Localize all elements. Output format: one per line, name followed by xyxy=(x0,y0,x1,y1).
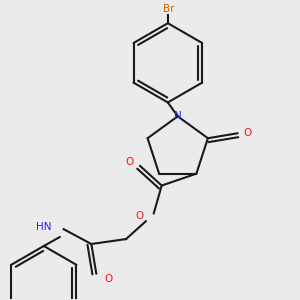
Text: O: O xyxy=(125,157,133,167)
Text: Br: Br xyxy=(163,4,175,14)
Text: HN: HN xyxy=(36,222,52,232)
Text: O: O xyxy=(136,211,144,221)
Text: N: N xyxy=(174,111,182,121)
Text: O: O xyxy=(104,274,112,284)
Text: O: O xyxy=(243,128,252,138)
